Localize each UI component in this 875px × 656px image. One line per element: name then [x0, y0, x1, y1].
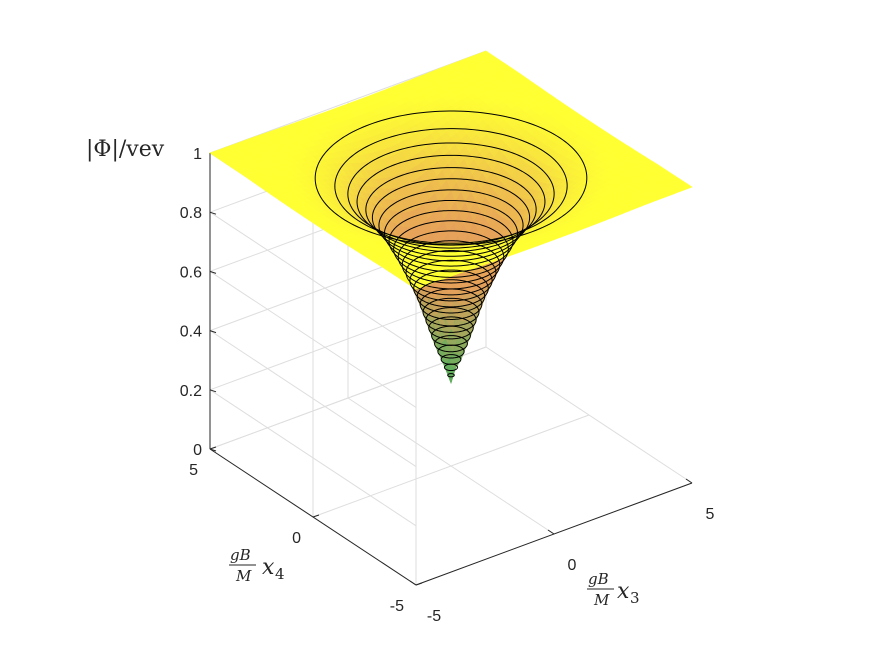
z-tick-label: 0.4 [180, 324, 202, 341]
contour-line [425, 307, 477, 333]
x-tick-labels: -5 0 5 [427, 506, 715, 625]
y-tick-mark [209, 446, 217, 450]
contour-line [383, 199, 519, 267]
svg-text:gB: gB [230, 546, 251, 564]
z-tick-mark [209, 211, 217, 215]
y-tick-label: -5 [390, 598, 404, 615]
contour-line [422, 297, 480, 327]
x-axis-label: gB M x 3 [587, 570, 640, 609]
svg-text:gB: gB [588, 570, 609, 588]
svg-text:M: M [593, 591, 610, 609]
x-tick-label: -5 [427, 608, 441, 625]
contour-line [413, 269, 489, 308]
contour-line [440, 354, 462, 365]
contour-line [365, 167, 537, 253]
svg-text:x: x [617, 579, 630, 604]
x-tick-mark [547, 529, 555, 535]
contour-line [371, 178, 531, 257]
contour-line [347, 142, 555, 246]
contour-line [334, 128, 568, 244]
contour-line [397, 230, 505, 284]
x-tick-mark [685, 478, 693, 484]
z-tick-label: 0.6 [180, 264, 202, 281]
z-tick-label: 1 [193, 146, 202, 163]
surface-patch [681, 183, 693, 190]
contour-line [378, 189, 524, 262]
z-tick-label: 0.8 [180, 205, 202, 222]
grid-line [209, 346, 487, 450]
contour-line [401, 240, 501, 290]
z-axis-label: |Φ|/vev [86, 137, 165, 162]
contour-lines [314, 110, 588, 378]
svg-text:4: 4 [275, 565, 285, 583]
svg-text:3: 3 [630, 589, 640, 607]
svg-text:M: M [235, 567, 252, 585]
x-tick-label: 5 [706, 506, 715, 523]
contour-line [388, 210, 514, 273]
contour-line [416, 279, 486, 314]
grid-line [312, 414, 590, 518]
surface [209, 50, 693, 385]
contour-line [428, 316, 474, 340]
contour-line [434, 335, 468, 353]
z-tick-labels: 0 0.2 0.4 0.6 0.8 1 [180, 146, 202, 459]
y-tick-mark [312, 514, 320, 518]
x-tick-label: 0 [568, 557, 577, 574]
z-tick-label: 0.2 [180, 383, 202, 400]
z-tick-mark [209, 389, 217, 393]
contour-line [393, 220, 509, 278]
y-tick-label: 5 [189, 462, 198, 479]
contour-line [405, 250, 497, 296]
y-tick-label: 0 [292, 530, 301, 547]
svg-text:x: x [262, 555, 275, 580]
z-tick-mark [209, 448, 217, 452]
z-tick-label: 0 [193, 442, 202, 459]
axes [209, 152, 693, 586]
contour-line [314, 110, 588, 246]
y-axis-label: gB M x 4 [229, 546, 285, 585]
x-tick-mark [409, 580, 417, 586]
y-tick-labels: -5 0 5 [189, 462, 404, 615]
z-tick-mark [209, 330, 217, 334]
y-tick-mark [415, 582, 423, 586]
contour-line [447, 373, 455, 378]
z-tick-mark [209, 270, 217, 274]
